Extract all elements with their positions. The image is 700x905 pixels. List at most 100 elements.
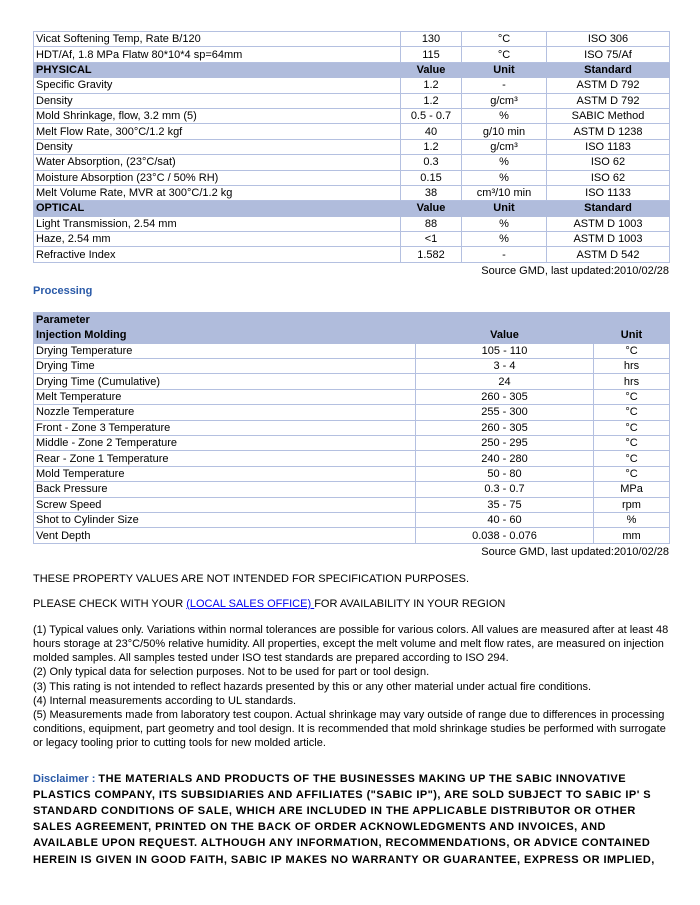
property-name: Light Transmission, 2.54 mm <box>33 215 401 233</box>
parameter-value: 240 - 280 <box>415 450 594 467</box>
property-unit: °C <box>461 30 547 48</box>
property-unit: % <box>461 231 547 248</box>
property-name: Vicat Softening Temp, Rate B/120 <box>33 30 401 48</box>
parameter-unit: hrs <box>593 358 670 375</box>
properties-table: Vicat Softening Temp, Rate B/120 130 °C ISO… <box>33 30 670 263</box>
property-unit: % <box>461 107 547 125</box>
footnote: (3) This rating is not intended to refle… <box>33 680 592 693</box>
property-unit: % <box>461 215 547 233</box>
parameter-value: 255 - 300 <box>415 404 594 421</box>
parameter-name: Front - Zone 3 Temperature <box>33 419 416 436</box>
property-unit: cm³/10 min <box>461 184 547 202</box>
parameter-unit: mm <box>593 527 670 544</box>
property-value: 1.2 <box>400 77 462 94</box>
parameter-name: Mold Temperature <box>33 465 416 483</box>
property-unit: g/10 min <box>461 123 547 140</box>
table-row: Refractive Index 1.582- ASTM D 542 <box>33 246 670 263</box>
table-row: Haze, 2.54 mm <1% ASTM D 1003 <box>33 231 670 248</box>
property-standard: ISO 62 <box>546 154 670 171</box>
property-standard: ASTM D 792 <box>546 77 670 94</box>
parameter-name: Shot to Cylinder Size <box>33 511 416 529</box>
property-name: Melt Flow Rate, 300°C/1.2 kgf <box>33 123 401 140</box>
disclaimer-text: THE MATERIALS AND PRODUCTS OF THE BUSINE… <box>33 772 655 866</box>
header-parameter: Parameter <box>33 311 670 329</box>
header-value: Value <box>415 327 594 344</box>
footnote: (4) Internal measurements according to U… <box>33 694 297 707</box>
table-row: Screw Speed 35 - 75 rpm <box>33 496 670 513</box>
property-standard: ISO 306 <box>546 30 670 48</box>
property-name: Water Absorption, (23°C/sat) <box>33 154 401 171</box>
table-row: Water Absorption, (23°C/sat) 0.3% ISO 62 <box>33 154 670 171</box>
property-standard: ISO 1133 <box>546 184 670 202</box>
parameter-value: 0.038 - 0.076 <box>415 527 594 544</box>
table-row: Melt Flow Rate, 300°C/1.2 kgf 40 g/10 min A… <box>33 123 670 140</box>
property-standard: ASTM D 1003 <box>546 231 670 248</box>
parameter-name: Nozzle Temperature <box>33 404 416 421</box>
table-row: Front - Zone 3 Temperature 260 - 305 °C <box>33 419 670 436</box>
property-unit: g/cm³ <box>461 138 547 156</box>
property-unit: % <box>461 169 547 186</box>
property-unit: Unit <box>461 200 547 217</box>
property-value: 0.15 <box>400 169 462 186</box>
table-row: Melt Temperature 260 - 305 °C <box>33 388 670 406</box>
footnote: (1) Typical values only. Variations with… <box>33 623 669 665</box>
section-header-row: PHYSICAL Value Unit Standard <box>33 61 670 79</box>
parameter-name: Drying Time (Cumulative) <box>33 373 416 390</box>
parameter-name: Back Pressure <box>33 481 416 498</box>
parameter-value: 250 - 295 <box>415 434 594 452</box>
parameter-unit: °C <box>593 434 670 452</box>
property-value: 40 <box>400 123 462 140</box>
table-row: Drying Time (Cumulative) 24 hrs <box>33 373 670 390</box>
property-value: Value <box>400 200 462 217</box>
property-standard: ASTM D 1003 <box>546 215 670 233</box>
header-injection-molding: Injection Molding <box>33 327 416 344</box>
property-name: Density <box>33 138 401 156</box>
property-unit: g/cm³ <box>461 92 547 109</box>
check-text: PLEASE CHECK WITH YOUR <box>33 597 187 610</box>
availability-notice: PLEASE CHECK WITH YOUR (LOCAL SALES OFFI… <box>33 598 669 610</box>
property-standard: SABIC Method <box>546 107 670 125</box>
property-unit: Unit <box>461 61 547 79</box>
property-name: HDT/Af, 1.8 MPa Flatw 80*10*4 sp=64mm <box>33 46 401 63</box>
properties-section: Vicat Softening Temp, Rate B/120 130 °C ISO… <box>33 30 670 868</box>
section-header-row: OPTICAL Value Unit Standard <box>33 200 670 217</box>
property-value: 0.5 - 0.7 <box>400 107 462 125</box>
processing-header-param-row: Parameter <box>33 311 670 329</box>
properties-source: Source GMD, last updated:2010/02/28 <box>481 264 669 277</box>
header-unit: Unit <box>593 327 670 344</box>
parameter-name: Melt Temperature <box>33 388 416 406</box>
table-row: Melt Volume Rate, MVR at 300°C/1.2 kg 38 c… <box>33 184 670 202</box>
property-name: Melt Volume Rate, MVR at 300°C/1.2 kg <box>33 184 401 202</box>
parameter-unit: hrs <box>593 373 670 390</box>
table-row: Nozzle Temperature 255 - 300 °C <box>33 404 670 421</box>
property-name: Moisture Absorption (23°C / 50% RH) <box>33 169 401 186</box>
property-name: OPTICAL <box>33 200 401 217</box>
property-value: 1.582 <box>400 246 462 263</box>
processing-heading: Processing <box>33 284 93 297</box>
table-row: HDT/Af, 1.8 MPa Flatw 80*10*4 sp=64mm 115… <box>33 46 670 63</box>
processing-header-row: Injection Molding Value Unit <box>33 327 670 344</box>
property-unit: °C <box>461 46 547 63</box>
parameter-unit: °C <box>593 419 670 436</box>
parameter-value: 0.3 - 0.7 <box>415 481 594 498</box>
property-name: Mold Shrinkage, flow, 3.2 mm (5) <box>33 107 401 125</box>
table-row: Shot to Cylinder Size 40 - 60% <box>33 511 670 529</box>
parameter-unit: °C <box>593 342 670 360</box>
parameter-value: 24 <box>415 373 594 390</box>
local-sales-office-link[interactable]: (LOCAL SALES OFFICE) <box>186 597 315 610</box>
table-row: Density 1.2 g/cm³ ISO 1183 <box>33 138 670 156</box>
disclaimer: Disclaimer : THE MATERIALS AND PRODUCTS … <box>33 771 669 868</box>
property-standard: ISO 75/Af <box>546 46 670 63</box>
property-unit: - <box>461 77 547 94</box>
check-text-after: FOR AVAILABILITY IN YOUR REGION <box>314 597 506 610</box>
parameter-value: 40 - 60 <box>415 511 594 529</box>
processing-source: Source GMD, last updated:2010/02/28 <box>481 545 669 558</box>
table-row: Rear - Zone 1 Temperature 240 - 280 °C <box>33 450 670 467</box>
property-standard: ISO 62 <box>546 169 670 186</box>
table-row: Vicat Softening Temp, Rate B/120 130 °C ISO… <box>33 30 670 48</box>
property-standard: ASTM D 542 <box>546 246 670 263</box>
property-value: Value <box>400 61 462 79</box>
disclaimer-label: Disclaimer : <box>33 772 99 785</box>
parameter-name: Drying Temperature <box>33 342 416 360</box>
table-row: Moisture Absorption (23°C / 50% RH) 0.15%… <box>33 169 670 186</box>
